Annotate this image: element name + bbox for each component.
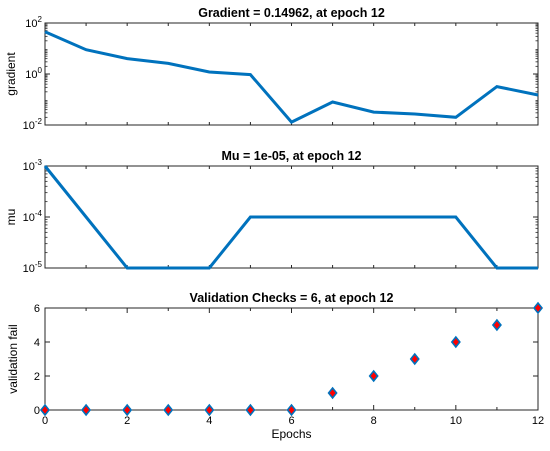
x-tick-label: 0 bbox=[42, 415, 48, 427]
y-tick-label: 10-2 bbox=[23, 117, 43, 132]
data-point bbox=[286, 403, 297, 417]
x-tick-label: 4 bbox=[206, 415, 212, 427]
axes-box bbox=[44, 22, 539, 126]
y-tick-label: 0 bbox=[34, 405, 40, 417]
y-tick-label: 100 bbox=[25, 66, 42, 81]
chart-panel-3: Validation Checks = 6, at epoch 12 0 2 4 6 0 2… bbox=[6, 291, 544, 441]
y-tick-label: 10-5 bbox=[23, 260, 43, 275]
data-point bbox=[122, 403, 133, 417]
y-tick-label: 2 bbox=[34, 371, 40, 383]
data-point bbox=[39, 403, 51, 417]
data-point bbox=[81, 403, 92, 417]
chart-title: Validation Checks = 6, at epoch 12 bbox=[190, 291, 394, 305]
data-point bbox=[532, 301, 544, 315]
data-point bbox=[491, 318, 502, 332]
chart-panel-2: Mu = 1e-05, at epoch 12 10-5 10-4 10-3 mu bbox=[4, 149, 539, 275]
chart-title: Mu = 1e-05, at epoch 12 bbox=[222, 149, 362, 163]
x-axis-label: Epochs bbox=[271, 427, 311, 441]
y-tick-label: 10-3 bbox=[23, 158, 43, 173]
y-tick-label: 10-4 bbox=[23, 209, 43, 224]
x-tick-label: 12 bbox=[532, 415, 544, 427]
y-tick-label: 102 bbox=[25, 15, 42, 30]
y-tick-label: 4 bbox=[34, 337, 40, 349]
data-point bbox=[245, 403, 256, 417]
x-tick-label: 6 bbox=[288, 415, 294, 427]
x-tick-label: 10 bbox=[450, 415, 462, 427]
y-tick-label: 6 bbox=[34, 303, 40, 315]
x-tick-label: 2 bbox=[124, 415, 130, 427]
y-axis-label: mu bbox=[4, 209, 18, 226]
data-point bbox=[327, 386, 338, 400]
axes-box bbox=[44, 307, 539, 411]
data-point bbox=[409, 352, 420, 366]
x-tick-label: 8 bbox=[371, 415, 377, 427]
data-point bbox=[163, 403, 174, 417]
data-point bbox=[450, 335, 461, 349]
data-point bbox=[368, 369, 379, 383]
chart-title: Gradient = 0.14962, at epoch 12 bbox=[198, 6, 385, 20]
y-axis-label: gradient bbox=[4, 52, 18, 96]
chart-panel-1: Gradient = 0.14962, at epoch 12 10-2 100 10… bbox=[4, 6, 539, 132]
y-axis-label: validation fail bbox=[6, 324, 20, 393]
data-point bbox=[204, 403, 215, 417]
